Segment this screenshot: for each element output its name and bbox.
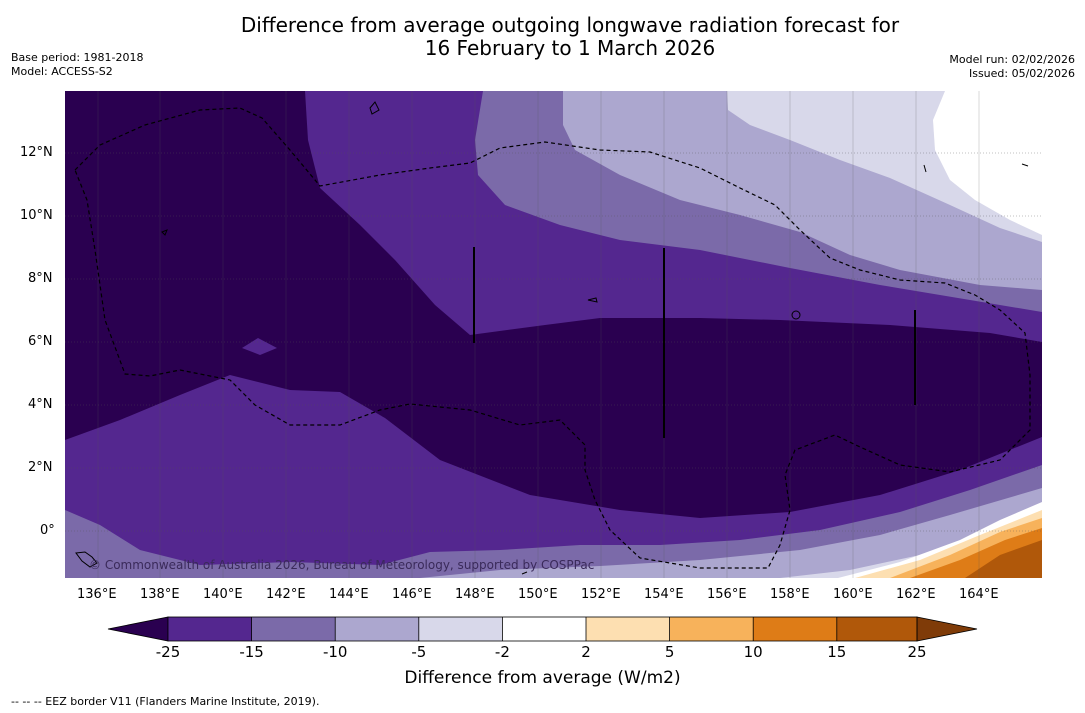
lon-label-150e: 150°E — [518, 587, 558, 602]
lat-label-12n: 12°N — [20, 145, 53, 160]
colorbar-tick-4: -5 — [411, 643, 427, 661]
base-period: Base period: 1981-2018 — [11, 51, 144, 64]
map-title: Difference from average outgoing longwav… — [0, 14, 1085, 60]
lon-label-148e: 148°E — [455, 587, 495, 602]
issued-date: Issued: 05/02/2026 — [968, 67, 1075, 80]
band-s-10 — [65, 465, 1042, 578]
model-name: Model: ACCESS-S2 — [11, 65, 113, 78]
colorbar-seg-4 — [418, 617, 503, 641]
lon-label-164e: 164°E — [959, 587, 999, 602]
lat-label-4n: 4°N — [28, 397, 53, 412]
lat-label-0: 0° — [40, 523, 55, 538]
model-info: Base period: 1981-2018 Model: ACCESS-S2 — [11, 51, 143, 79]
graticule — [65, 152, 1042, 532]
colorbar-tick-10: 25 — [907, 643, 927, 661]
title-line-1: Difference from average outgoing longwav… — [240, 13, 900, 37]
colorbar-seg-7 — [669, 617, 754, 641]
lat-label-2n: 2°N — [28, 460, 53, 475]
lat-label-6n: 6°N — [28, 334, 53, 349]
islands — [75, 101, 1029, 575]
lat-label-10n: 10°N — [20, 208, 53, 223]
colorbar-tick-2: -15 — [239, 643, 264, 661]
band-n-0 — [933, 91, 1042, 235]
colorbar-seg-9 — [836, 617, 917, 641]
lon-label-146e: 146°E — [392, 587, 432, 602]
run-info: Model run: 02/02/2026 Issued: 05/02/2026 — [949, 53, 1075, 81]
colorbar — [107, 616, 978, 642]
blob-6n-141e — [242, 338, 277, 355]
band-s-15 — [65, 375, 1042, 578]
colorbar-extend-low — [107, 616, 169, 642]
colorbar-tick-8: 10 — [743, 643, 763, 661]
colorbar-seg-3 — [335, 617, 419, 641]
model-run: Model run: 02/02/2026 — [949, 53, 1075, 66]
colorbar-seg-2 — [251, 617, 336, 641]
colorbar-tick-3: -10 — [322, 643, 348, 661]
copyright-notice: © Commonwealth of Australia 2026, Bureau… — [89, 558, 595, 572]
lon-label-136e: 136°E — [77, 587, 117, 602]
band-pos-25 — [965, 540, 1042, 578]
lon-label-160e: 160°E — [833, 587, 873, 602]
colorbar-seg-6 — [586, 617, 670, 641]
eez-footnote: -- -- -- EEZ border V11 (Flanders Marine… — [11, 695, 320, 708]
colorbar-tick-5: -2 — [494, 643, 510, 661]
forecast-map — [65, 91, 1042, 578]
colorbar-seg-1 — [168, 617, 252, 641]
title-line-2: 16 February to 1 March 2026 — [424, 36, 716, 60]
lon-label-138e: 138°E — [140, 587, 180, 602]
lon-label-162e: 162°E — [896, 587, 936, 602]
lon-label-156e: 156°E — [707, 587, 747, 602]
colorbar-tick-9: 15 — [827, 643, 847, 661]
lon-label-144e: 144°E — [329, 587, 369, 602]
lon-label-152e: 152°E — [581, 587, 621, 602]
colorbar-tick-7: 5 — [664, 643, 675, 661]
lon-label-158e: 158°E — [770, 587, 810, 602]
lat-label-8n: 8°N — [28, 271, 53, 286]
lon-label-140e: 140°E — [203, 587, 243, 602]
band-s-5 — [420, 488, 1042, 578]
colorbar-tick-1: -25 — [155, 643, 181, 661]
colorbar-seg-8 — [753, 617, 837, 641]
lon-label-154e: 154°E — [644, 587, 684, 602]
colorbar-tick-6: 2 — [581, 643, 591, 661]
island-chains — [473, 247, 916, 438]
colorbar-seg-5 — [502, 617, 586, 641]
colorbar-title: Difference from average (W/m2) — [404, 668, 681, 688]
eez-borders — [74, 107, 1031, 569]
lon-label-142e: 142°E — [266, 587, 306, 602]
colorbar-extend-high — [916, 616, 978, 642]
